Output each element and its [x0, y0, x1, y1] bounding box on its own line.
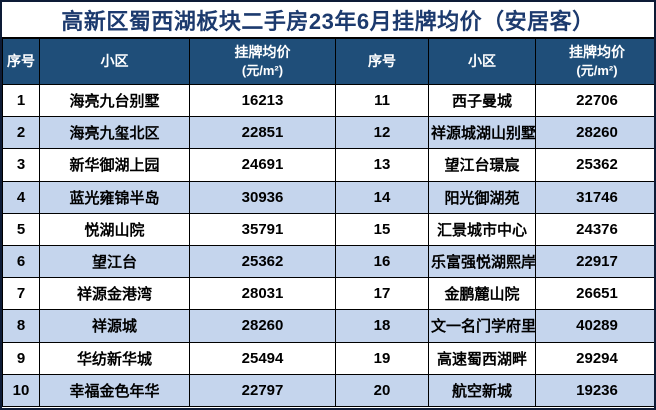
rank-cell: 14: [335, 180, 429, 214]
community-cell: 高速蜀西湖畔: [428, 341, 536, 375]
price-cell: 31746: [535, 180, 654, 214]
header-row: 序号 小区 挂牌均价 (元/m²) 序号 小区 挂牌均价 (元/m²): [2, 38, 654, 85]
community-cell: 蓝光雍锦半岛: [39, 180, 190, 214]
rank-cell: 17: [335, 277, 429, 311]
price-cell: 22797: [189, 373, 336, 408]
table-row: 8 祥源城 28260 18 文一名门学府里 40289: [2, 309, 654, 343]
rank-cell: 18: [335, 309, 429, 343]
price-cell: 16213: [189, 83, 336, 118]
price-cell: 29294: [535, 341, 654, 375]
rank-cell: 16: [335, 244, 429, 279]
rank-cell: 9: [2, 341, 40, 375]
rank-cell: 12: [335, 116, 429, 150]
table-row: 4 蓝光雍锦半岛 30936 14 阳光御湖苑 31746: [2, 180, 654, 214]
header-no-right: 序号: [335, 38, 429, 85]
community-cell: 祥源城: [39, 309, 190, 343]
community-cell: 悦湖山院: [39, 212, 190, 246]
table-row: 9 华纺新华城 25494 19 高速蜀西湖畔 29294: [2, 341, 654, 375]
community-cell: 西子曼城: [428, 83, 536, 118]
rank-cell: 13: [335, 148, 429, 182]
community-cell: 阳光御湖苑: [428, 180, 536, 214]
price-cell: 24691: [189, 148, 336, 182]
community-cell: 望江台: [39, 244, 190, 279]
header-no-left: 序号: [2, 38, 40, 85]
community-cell: 幸福金色年华: [39, 373, 190, 408]
price-table: 序号 小区 挂牌均价 (元/m²) 序号 小区 挂牌均价 (元/m²) 1 海亮九…: [2, 38, 654, 408]
price-cell: 25362: [189, 244, 336, 279]
header-community-left: 小区: [39, 38, 190, 85]
rank-cell: 8: [2, 309, 40, 343]
community-cell: 望江台璟宸: [428, 148, 536, 182]
price-cell: 28260: [535, 116, 654, 150]
community-cell: 乐富强悦湖熙岸: [428, 244, 536, 279]
community-cell: 汇景城市中心: [428, 212, 536, 246]
header-price-right: 挂牌均价 (元/m²): [535, 38, 654, 85]
header-price-label: 挂牌均价: [234, 43, 291, 60]
price-cell: 40289: [535, 309, 654, 343]
price-cell: 35791: [189, 212, 336, 246]
header-price-unit: (元/m²): [576, 63, 618, 79]
community-cell: 新华御湖上园: [39, 148, 190, 182]
header-community-right: 小区: [428, 38, 536, 85]
page-title: 高新区蜀西湖板块二手房23年6月挂牌均价（安居客）: [2, 2, 654, 38]
community-cell: 金鹏麓山院: [428, 277, 536, 311]
rank-cell: 5: [2, 212, 40, 246]
price-cell: 22851: [189, 116, 336, 150]
rank-cell: 19: [335, 341, 429, 375]
rank-cell: 20: [335, 373, 429, 408]
community-cell: 海亮九台别墅: [39, 83, 190, 118]
rank-cell: 2: [2, 116, 40, 150]
header-price-unit: (元/m²): [241, 63, 284, 79]
rank-cell: 7: [2, 277, 40, 311]
price-cell: 25362: [535, 148, 654, 182]
rank-cell: 10: [2, 373, 40, 408]
table-row: 6 望江台 25362 16 乐富强悦湖熙岸 22917: [2, 244, 654, 279]
price-cell: 30936: [189, 180, 336, 214]
price-cell: 24376: [535, 212, 654, 246]
community-cell: 华纺新华城: [39, 341, 190, 375]
community-cell: 海亮九玺北区: [39, 116, 190, 150]
rank-cell: 11: [335, 83, 429, 118]
community-cell: 航空新城: [428, 373, 536, 408]
price-cell: 28260: [189, 309, 336, 343]
community-cell: 祥源金港湾: [39, 277, 190, 311]
table-row: 1 海亮九台别墅 16213 11 西子曼城 22706: [2, 83, 654, 118]
community-cell: 文一名门学府里: [428, 309, 536, 343]
table-row: 3 新华御湖上园 24691 13 望江台璟宸 25362: [2, 148, 654, 182]
table-row: 5 悦湖山院 35791 15 汇景城市中心 24376: [2, 212, 654, 246]
table-row: 10 幸福金色年华 22797 20 航空新城 19236: [2, 373, 654, 408]
table-row: 2 海亮九玺北区 22851 12 祥源城湖山别墅 28260: [2, 116, 654, 150]
price-cell: 19236: [535, 373, 654, 408]
header-price-left: 挂牌均价 (元/m²): [189, 38, 336, 85]
table-row: 7 祥源金港湾 28031 17 金鹏麓山院 26651: [2, 277, 654, 311]
price-cell: 22917: [535, 244, 654, 279]
rank-cell: 6: [2, 244, 40, 279]
price-cell: 22706: [535, 83, 654, 118]
price-cell: 28031: [189, 277, 336, 311]
community-cell: 祥源城湖山别墅: [428, 116, 536, 150]
rank-cell: 15: [335, 212, 429, 246]
price-cell: 26651: [535, 277, 654, 311]
header-price-label: 挂牌均价: [569, 43, 625, 60]
price-cell: 25494: [189, 341, 336, 375]
rank-cell: 1: [2, 83, 40, 118]
rank-cell: 4: [2, 180, 40, 214]
rank-cell: 3: [2, 148, 40, 182]
